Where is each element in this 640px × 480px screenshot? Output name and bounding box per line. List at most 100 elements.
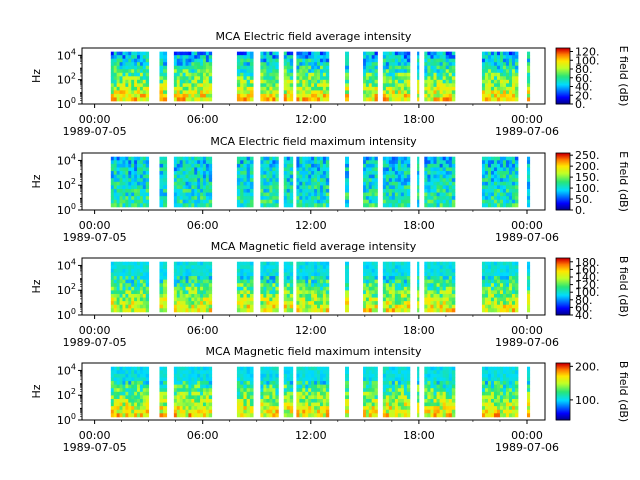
- spectrogram-cell: [302, 69, 306, 74]
- spectrogram-cell: [128, 297, 132, 302]
- spectrogram-cell: [116, 163, 120, 168]
- spectrogram-cell: [394, 265, 399, 270]
- spectrogram-cell: [194, 283, 198, 288]
- spectrogram-cell: [283, 366, 288, 371]
- spectrogram-cell: [451, 93, 456, 98]
- spectrogram-cell: [205, 90, 210, 95]
- spectrogram-cell: [176, 283, 181, 288]
- colorbar-cell: [556, 266, 570, 268]
- spectrogram-cell: [299, 174, 303, 179]
- spectrogram-cell: [208, 261, 213, 266]
- spectrogram-cell: [182, 261, 186, 266]
- spectrogram-cell: [266, 51, 270, 56]
- colorbar-cell: [556, 77, 570, 80]
- spectrogram-cell: [194, 203, 198, 208]
- spectrogram-cell: [433, 265, 437, 270]
- spectrogram-cell: [119, 276, 123, 281]
- spectrogram-cell: [289, 167, 294, 172]
- spectrogram-cell: [249, 308, 254, 313]
- spectrogram-cell: [430, 160, 434, 165]
- spectrogram-cell: [427, 290, 431, 295]
- spectrogram-cell: [236, 395, 241, 400]
- spectrogram-cell: [266, 65, 270, 70]
- spectrogram-cell: [205, 381, 210, 386]
- spectrogram-cell: [388, 181, 393, 186]
- spectrogram-cell: [266, 83, 270, 88]
- spectrogram-cell: [272, 51, 276, 56]
- spectrogram-cell: [302, 290, 306, 295]
- spectrogram-cell: [191, 395, 195, 400]
- spectrogram-cell: [191, 174, 195, 179]
- spectrogram-cell: [385, 268, 390, 273]
- spectrogram-cell: [403, 196, 408, 201]
- spectrogram-cell: [272, 76, 276, 81]
- spectrogram-cell: [363, 55, 367, 60]
- spectrogram-cell: [302, 293, 306, 298]
- spectrogram-cell: [236, 181, 241, 186]
- colorbar-cell: [556, 296, 570, 298]
- spectrogram-cell: [490, 174, 495, 179]
- spectrogram-cell: [202, 167, 207, 172]
- spectrogram-cell: [445, 276, 450, 281]
- spectrogram-cell: [445, 51, 450, 56]
- spectrogram-cell: [322, 167, 327, 172]
- spectrogram-cell: [145, 370, 150, 375]
- spectrogram-cell: [433, 93, 437, 98]
- spectrogram-cell: [289, 272, 294, 277]
- spectrogram-cell: [308, 293, 312, 298]
- spectrogram-cell: [122, 279, 126, 284]
- spectrogram-cell: [110, 301, 115, 306]
- spectrogram-cell: [289, 297, 294, 302]
- spectrogram-cell: [417, 283, 420, 288]
- spectrogram-cell: [173, 290, 178, 295]
- spectrogram-cell: [163, 86, 168, 91]
- spectrogram-cell: [319, 62, 324, 67]
- spectrogram-cell: [194, 377, 198, 382]
- spectrogram-cell: [514, 196, 519, 201]
- spectrogram-cell: [363, 297, 367, 302]
- spectrogram-cell: [179, 272, 184, 277]
- spectrogram-cell: [208, 391, 213, 396]
- spectrogram-cell: [371, 62, 375, 67]
- spectrogram-cell: [325, 265, 330, 270]
- spectrogram-cell: [283, 268, 288, 273]
- spectrogram-cell: [275, 388, 279, 393]
- spectrogram-cell: [363, 196, 367, 201]
- spectrogram-cell: [484, 304, 489, 309]
- spectrogram-cell: [182, 79, 186, 84]
- spectrogram-cell: [139, 395, 144, 400]
- spectrogram-cell: [325, 373, 330, 378]
- spectrogram-cell: [487, 196, 492, 201]
- spectrogram-cell: [122, 406, 126, 411]
- spectrogram-cell: [145, 83, 150, 88]
- spectrogram-cell: [128, 65, 132, 70]
- spectrogram-cell: [137, 272, 141, 277]
- spectrogram-cell: [272, 90, 276, 95]
- spectrogram-cell: [179, 55, 184, 60]
- spectrogram-cell: [448, 286, 453, 291]
- spectrogram-cell: [406, 301, 411, 306]
- spectrogram-cell: [240, 388, 244, 393]
- spectrogram-cell: [302, 55, 306, 60]
- spectrogram-cell: [131, 83, 135, 88]
- spectrogram-cell: [322, 86, 327, 91]
- spectrogram-cell: [322, 290, 327, 295]
- spectrogram-cell: [197, 398, 201, 403]
- spectrogram-cell: [125, 192, 129, 197]
- spectrogram-cell: [188, 384, 192, 389]
- spectrogram-cell: [142, 196, 147, 201]
- spectrogram-cell: [305, 279, 309, 284]
- spectrogram-cell: [319, 93, 324, 98]
- colorbar-cell: [556, 81, 570, 84]
- spectrogram-cell: [275, 185, 279, 190]
- spectrogram-cell: [134, 156, 138, 161]
- spectrogram-block: [424, 51, 456, 102]
- spectrogram-cell: [208, 286, 213, 291]
- spectrogram-cell: [185, 90, 189, 95]
- spectrogram-cell: [260, 156, 264, 161]
- spectrogram-cell: [266, 72, 270, 77]
- spectrogram-cell: [296, 156, 300, 161]
- spectrogram-cell: [325, 83, 330, 88]
- spectrogram-cell: [243, 79, 248, 84]
- spectrogram-cell: [263, 268, 267, 273]
